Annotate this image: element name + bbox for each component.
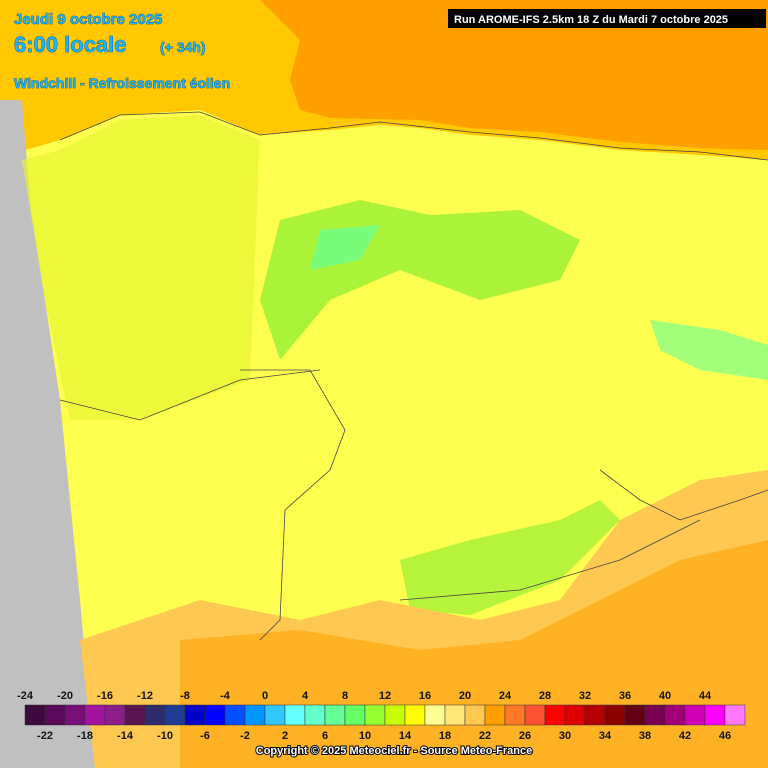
legend-label: 38 xyxy=(639,730,651,742)
legend-label: -10 xyxy=(157,730,173,742)
legend-cell xyxy=(44,704,66,726)
legend-label: -8 xyxy=(180,690,190,702)
borders xyxy=(59,111,768,641)
legend-cell xyxy=(344,704,366,726)
legend-label: -12 xyxy=(137,690,153,702)
legend-cell xyxy=(404,704,426,726)
legend-cell xyxy=(564,704,586,726)
legend-cell xyxy=(684,704,706,726)
legend-cell xyxy=(224,704,246,726)
legend-cell xyxy=(664,704,686,726)
legend-label: 44 xyxy=(699,690,712,702)
legend-label: 8 xyxy=(342,690,348,702)
legend-label: 36 xyxy=(619,690,631,702)
legend-cell xyxy=(184,704,206,726)
legend-cell xyxy=(324,704,346,726)
legend-label: 34 xyxy=(599,730,612,742)
lead-time: (+ 34h) xyxy=(160,39,206,55)
legend-label: 18 xyxy=(439,730,451,742)
legend-label: 24 xyxy=(499,690,512,702)
legend-label: -24 xyxy=(17,690,34,702)
run-box xyxy=(448,9,766,28)
legend-label: 32 xyxy=(579,690,591,702)
legend-label: 42 xyxy=(679,730,691,742)
legend-label: 16 xyxy=(419,690,431,702)
legend-label: 2 xyxy=(282,730,288,742)
legend-cell xyxy=(644,704,666,726)
legend-label: 46 xyxy=(719,730,731,742)
cold-core xyxy=(310,225,380,270)
legend-cell xyxy=(484,704,506,726)
legend-cell xyxy=(424,704,446,726)
legend-label: 28 xyxy=(539,690,551,702)
legend-cell xyxy=(24,704,46,726)
subtitle: Windchill - Refroissement éolien xyxy=(14,75,230,91)
legend-label: 12 xyxy=(379,690,391,702)
copyright: Copyright © 2025 Meteociel.fr - Source M… xyxy=(256,745,532,757)
legend-cell xyxy=(584,704,606,726)
legend-label: -22 xyxy=(37,730,53,742)
legend-label: 6 xyxy=(322,730,328,742)
legend-cell xyxy=(64,704,86,726)
legend-cell xyxy=(144,704,166,726)
legend-cell xyxy=(104,704,126,726)
legend-cell xyxy=(604,704,626,726)
legend: -24-22-20-18-16-14-12-10-8-6-4-202468101… xyxy=(17,690,746,742)
legend-label: -2 xyxy=(240,730,250,742)
legend-label: 30 xyxy=(559,730,571,742)
legend-cell xyxy=(704,704,726,726)
legend-cell xyxy=(504,704,526,726)
legend-cell xyxy=(204,704,226,726)
run-info: Run AROME-IFS 2.5km 18 Z du Mardi 7 octo… xyxy=(454,14,728,26)
legend-label: -20 xyxy=(57,690,73,702)
region-north-west xyxy=(22,115,260,420)
legend-label: -14 xyxy=(117,730,134,742)
time: 6:00 locale xyxy=(14,32,127,57)
legend-cell xyxy=(284,704,306,726)
legend-cell xyxy=(444,704,466,726)
legend-cell xyxy=(384,704,406,726)
legend-label: 22 xyxy=(479,730,491,742)
legend-cell xyxy=(264,704,286,726)
legend-label: -4 xyxy=(220,690,231,702)
ocean-edge xyxy=(0,100,95,768)
legend-label: 40 xyxy=(659,690,671,702)
legend-cell xyxy=(304,704,326,726)
legend-cell xyxy=(124,704,146,726)
cold-zone-east xyxy=(650,320,768,380)
legend-label: 20 xyxy=(459,690,471,702)
legend-label: 0 xyxy=(262,690,268,702)
legend-label: 4 xyxy=(302,690,309,702)
legend-cell xyxy=(544,704,566,726)
legend-label: 26 xyxy=(519,730,531,742)
legend-label: -6 xyxy=(200,730,210,742)
legend-label: -18 xyxy=(77,730,93,742)
legend-label: 14 xyxy=(399,730,412,742)
legend-cell xyxy=(624,704,646,726)
cold-zone-south xyxy=(400,500,620,615)
legend-label: -16 xyxy=(97,690,113,702)
legend-cell xyxy=(84,704,106,726)
legend-cell xyxy=(464,704,486,726)
legend-cell xyxy=(364,704,386,726)
sea-warm xyxy=(260,0,768,150)
legend-cell xyxy=(524,704,546,726)
date: Jeudi 9 octobre 2025 xyxy=(14,11,162,28)
legend-cell xyxy=(244,704,266,726)
legend-label: 10 xyxy=(359,730,371,742)
legend-cell xyxy=(724,704,746,726)
legend-cell xyxy=(164,704,186,726)
